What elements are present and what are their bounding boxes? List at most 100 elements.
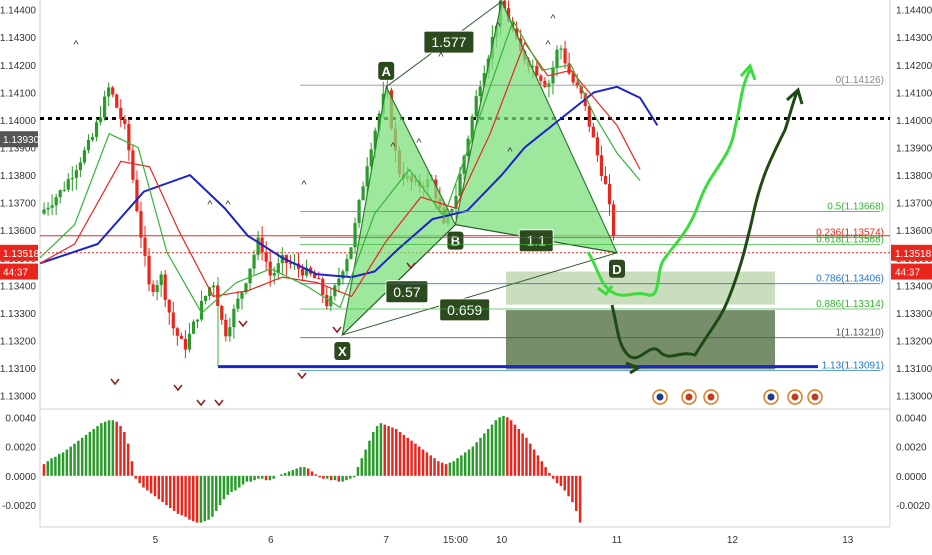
projection-dip-arrowhead [625, 361, 642, 375]
projection-arrowhead-bright [739, 63, 757, 81]
time-tick-label: 12 [727, 535, 739, 546]
target-zone-light [506, 271, 775, 305]
price-tick-left: 1.13100 [0, 364, 36, 375]
candle-body [98, 117, 103, 123]
fractal-down-icon [196, 399, 206, 407]
candle-body [94, 122, 99, 137]
candle-body [103, 96, 107, 118]
fib-label: 0.618(1.13568) [816, 235, 884, 246]
ma-green-line [39, 19, 641, 314]
candle-body [317, 278, 321, 280]
price-tick-left: 1.14200 [0, 61, 36, 72]
candle-body [288, 263, 293, 265]
price-tick-right: 1.14000 [896, 116, 932, 127]
candle-body [107, 87, 111, 97]
candle-body [232, 308, 236, 328]
candle-body [240, 292, 244, 299]
candle-body [264, 252, 268, 262]
price-tick-right: 1.13900 [896, 143, 932, 154]
gridlines [39, 0, 891, 528]
candle-body [272, 273, 276, 276]
candle-body [252, 254, 256, 269]
candle-body [502, 0, 507, 9]
pattern-point-box [378, 61, 395, 80]
candle-body [115, 94, 119, 108]
fib-label: 0.786(1.13406) [816, 274, 884, 285]
pattern-point-label: B [451, 234, 460, 249]
price-tick-left: 1.13800 [0, 171, 36, 182]
candle-body [46, 207, 50, 210]
candle-body [70, 177, 74, 180]
ratio-label-box [385, 280, 429, 304]
fib-levels: 0.382(1.14448)0(1.14126)0.5(1.13668)0.23… [300, 75, 884, 372]
candle-body [248, 268, 252, 284]
event-flag-inner-icon [656, 393, 664, 401]
event-flag-inner-icon [767, 393, 775, 401]
ma-red-line [39, 41, 641, 298]
candle-body [365, 166, 369, 187]
candle-body [111, 87, 115, 95]
candle-body [151, 284, 155, 292]
candle-body [559, 48, 563, 50]
candle-body [58, 190, 62, 198]
price-tag-left-text: 44:37 [3, 268, 28, 279]
event-icons [652, 389, 823, 405]
price-tick-left: 1.14000 [0, 116, 36, 127]
osc-tick-right: -0.0020 [896, 501, 930, 512]
candle-body [143, 237, 147, 256]
osc-tick-right: 0.0000 [896, 472, 927, 483]
candle-body [567, 63, 571, 74]
candle-body [195, 319, 200, 322]
time-tick-label: 10 [496, 535, 508, 546]
candle-body [171, 312, 175, 329]
fib-label: 0(1.14126) [836, 75, 884, 86]
fractal-up-icon: ^ [390, 141, 396, 153]
candle-body [555, 49, 559, 68]
candle-body [54, 197, 58, 206]
osc-tick-left: 0.0000 [5, 472, 36, 483]
moving-averages [39, 19, 659, 314]
candle-body [341, 271, 345, 279]
candle-body [611, 204, 616, 236]
ratio-label: 0.57 [385, 280, 429, 304]
candle-body [78, 162, 82, 171]
candle-body [119, 107, 123, 120]
candle-body [42, 209, 46, 214]
price-tag-left-text: 1.13518 [3, 249, 40, 260]
candle-body [377, 113, 381, 131]
pattern-point-box [447, 231, 464, 250]
candle-body [244, 283, 248, 293]
fractal-down-icon [297, 372, 307, 380]
candle-body [599, 155, 604, 176]
candle-body [199, 300, 204, 320]
candle-body [591, 126, 595, 138]
candle-body [187, 333, 192, 350]
candle-body [474, 96, 478, 117]
osc-tick-right: 0.0040 [896, 413, 927, 424]
candle-body [50, 205, 54, 208]
candle-body [90, 136, 95, 140]
time-tick-label: 13 [842, 535, 854, 546]
candle-body [86, 139, 91, 151]
candle-body [123, 119, 127, 124]
price-tick-left: 1.13000 [0, 392, 36, 403]
candle-body [155, 285, 159, 292]
price-tag-right [891, 244, 932, 261]
candle-body [139, 211, 143, 238]
pattern-point-X: X [334, 341, 351, 360]
price-tick-left: 1.13900 [0, 143, 36, 154]
candle-body [470, 116, 474, 139]
candle-body [361, 186, 365, 201]
price-tick-right: 1.13800 [896, 171, 932, 182]
candle-body [369, 149, 373, 167]
fractal-up-icon: ^ [225, 199, 231, 211]
pattern-point-label: A [382, 64, 392, 79]
candle-body [280, 255, 284, 264]
price-tick-left: 1.13300 [0, 309, 36, 320]
candle-body [458, 173, 462, 197]
ratio-label: 1.1 [518, 229, 554, 253]
candle-body [454, 196, 458, 210]
ratio-label-text: 0.659 [447, 302, 482, 318]
candle-body [333, 285, 337, 297]
